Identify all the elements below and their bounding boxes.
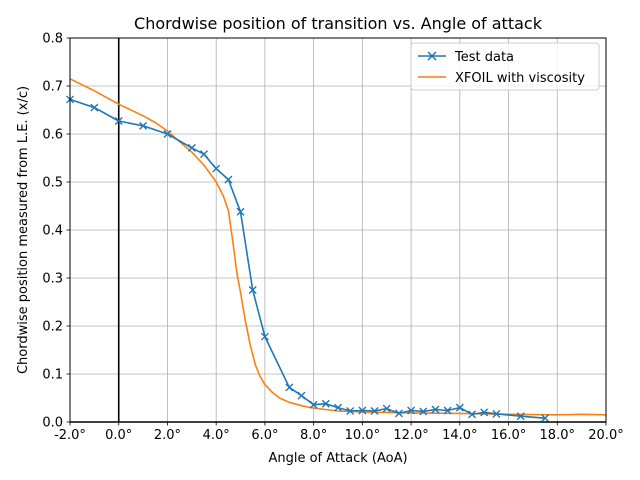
data-point bbox=[187, 143, 196, 152]
data-point bbox=[516, 412, 525, 421]
data-point bbox=[346, 406, 355, 415]
series-0 bbox=[66, 95, 550, 423]
x-tick-label: 8.0° bbox=[300, 428, 327, 443]
chart-title: Chordwise position of transition vs. Ang… bbox=[134, 14, 543, 33]
x-tick-label: 14.0° bbox=[442, 428, 477, 443]
x-tick-label: 16.0° bbox=[491, 428, 526, 443]
series-line bbox=[69, 78, 607, 416]
data-point bbox=[90, 103, 99, 112]
data-point bbox=[334, 403, 342, 412]
data-point bbox=[285, 383, 294, 392]
data-point bbox=[492, 409, 501, 418]
y-tick-label: 0.4 bbox=[42, 224, 63, 239]
x-axis-label: Angle of Attack (AoA) bbox=[268, 451, 407, 466]
legend-frame bbox=[410, 42, 600, 91]
data-point bbox=[394, 409, 403, 418]
data-point bbox=[260, 332, 269, 341]
x-tick-label: 12.0° bbox=[393, 428, 428, 443]
data-point bbox=[407, 406, 416, 415]
data-point bbox=[468, 410, 476, 419]
x-tick-label: -2.0° bbox=[54, 428, 86, 443]
x-tick-label: 4.0° bbox=[203, 428, 230, 443]
legend: Test data XFOIL with viscosity bbox=[410, 42, 600, 91]
data-point bbox=[541, 414, 550, 423]
series-layer bbox=[66, 78, 607, 423]
data-point bbox=[431, 405, 440, 414]
data-point bbox=[212, 164, 221, 173]
y-tick-label: 0.2 bbox=[42, 320, 63, 335]
data-point bbox=[163, 130, 172, 138]
data-point bbox=[114, 117, 123, 126]
legend-marker-test-data bbox=[427, 51, 437, 61]
y-tick-label: 0.1 bbox=[42, 368, 63, 383]
data-point bbox=[297, 391, 306, 400]
y-axis-ticks: 0.0 0.1 0.2 0.3 0.4 0.5 0.6 0.7 0.8 bbox=[42, 32, 70, 431]
data-point bbox=[309, 400, 318, 409]
y-tick-label: 0.0 bbox=[42, 416, 63, 431]
data-point bbox=[480, 408, 489, 417]
data-point bbox=[236, 207, 245, 216]
x-tick-label: 6.0° bbox=[251, 428, 278, 443]
x-tick-label: 2.0° bbox=[154, 428, 181, 443]
y-tick-label: 0.5 bbox=[42, 176, 63, 191]
y-tick-label: 0.3 bbox=[42, 272, 63, 287]
data-point bbox=[248, 286, 257, 294]
series-1 bbox=[69, 78, 607, 416]
x-axis-ticks: -2.0° 0.0° 2.0° 4.0° 6.0° 8.0° 10.0° 12.0° 14.0°… bbox=[54, 422, 624, 443]
x-tick-label: 0.0° bbox=[105, 428, 132, 443]
legend-label-xfoil: XFOIL with viscosity bbox=[455, 71, 585, 86]
y-tick-label: 0.8 bbox=[42, 32, 63, 47]
legend-label-test-data: Test data bbox=[454, 50, 514, 65]
data-point bbox=[321, 399, 330, 408]
x-tick-label: 10.0° bbox=[345, 428, 380, 443]
data-point bbox=[443, 406, 452, 415]
data-point bbox=[200, 150, 208, 159]
data-point bbox=[358, 406, 367, 415]
y-axis-label: Chordwise position measured from L.E. (x… bbox=[16, 86, 31, 374]
data-point bbox=[224, 175, 233, 184]
y-tick-label: 0.7 bbox=[42, 80, 63, 95]
data-point bbox=[382, 404, 391, 413]
data-point bbox=[419, 407, 428, 416]
data-point bbox=[370, 406, 379, 415]
y-tick-label: 0.6 bbox=[42, 128, 63, 143]
x-tick-label: 20.0° bbox=[588, 428, 623, 443]
data-point bbox=[139, 121, 148, 130]
data-point bbox=[455, 403, 464, 412]
x-tick-label: 18.0° bbox=[540, 428, 575, 443]
